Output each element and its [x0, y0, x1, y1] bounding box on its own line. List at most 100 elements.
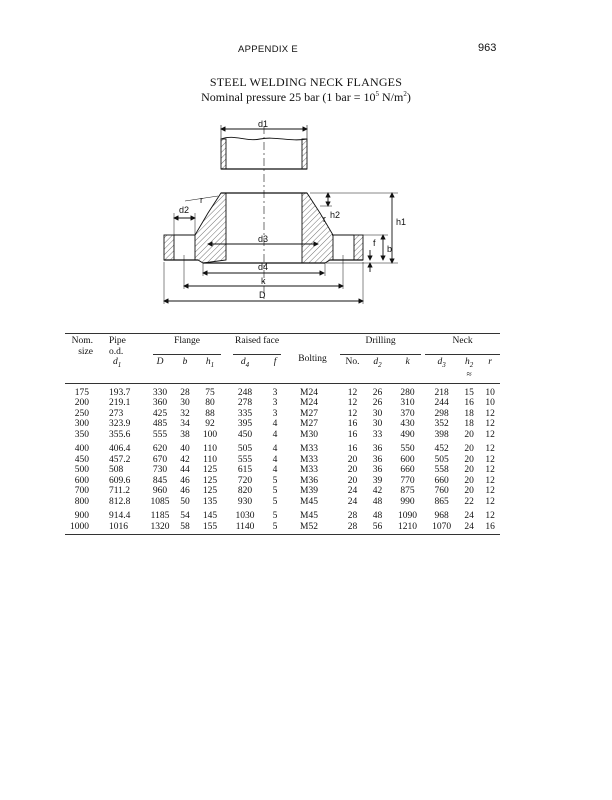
table-cell: 48: [372, 511, 383, 521]
subtitle-text: Nominal pressure 25 bar (1 bar = 10: [201, 90, 376, 104]
table-cell: 4: [272, 444, 278, 454]
table-cell: 33: [372, 429, 383, 440]
table-cell: 92: [205, 419, 215, 429]
table-cell: 12: [347, 387, 358, 398]
header-pipe-od: Pipe o.d.: [109, 336, 126, 357]
table-cell: 88: [205, 408, 215, 419]
page-subtitle: Nominal pressure 25 bar (1 bar = 105 N/m…: [0, 90, 612, 105]
table-row: 1000 1016 1320 58 155 1140 5 M52 28 56 1210 1070 24 1…: [65, 522, 500, 535]
table-cell: 4: [272, 419, 278, 429]
table-cell: 609.6: [109, 475, 131, 486]
table-cell: 812.8: [109, 496, 131, 507]
table-cell: M52: [300, 521, 318, 532]
table-row: 175 193.7 330 28 75 248 3 M24 12 26 280 218 15 10: [65, 383, 500, 398]
table-cell: 600: [74, 475, 89, 486]
header-D: D: [156, 357, 164, 367]
table-cell: 5: [272, 511, 278, 521]
label-b: b: [387, 244, 392, 254]
table-cell: 615: [237, 465, 253, 475]
table-cell: 125: [202, 475, 218, 486]
table-cell: 335: [237, 408, 253, 419]
table-cell: 12: [485, 444, 495, 454]
table-cell: 145: [202, 511, 218, 521]
header-d1: d1: [113, 357, 122, 369]
table-cell: 670: [152, 454, 168, 465]
table-cell: 30: [372, 408, 383, 419]
table-cell: 40: [180, 444, 190, 454]
table-cell: 505: [237, 444, 253, 454]
header-r: r: [488, 357, 492, 367]
table-cell: 175: [74, 387, 89, 398]
table-cell: 12: [485, 465, 495, 475]
table-cell: 4: [272, 465, 278, 475]
table-cell: 12: [485, 429, 495, 440]
table-cell: 485: [152, 419, 168, 429]
table-cell: 700: [74, 486, 89, 496]
subtitle-unit-exponent: 2: [403, 90, 407, 98]
table-cell: 555: [152, 429, 168, 440]
label-r-fillet: r: [323, 214, 326, 224]
table-cell: 32: [180, 408, 190, 419]
table-cell: 1070: [432, 521, 452, 532]
table-cell: 12: [347, 398, 358, 408]
table-cell: 80: [205, 398, 215, 408]
header-flange: Flange: [145, 334, 225, 358]
table-cell: 398: [434, 429, 449, 440]
table-cell: 110: [203, 454, 217, 465]
table-cell: 1210: [398, 521, 418, 532]
page-title: STEEL WELDING NECK FLANGES: [209, 75, 403, 89]
table-cell: 219.1: [109, 398, 131, 408]
table-cell: 56: [372, 521, 383, 532]
table-cell: 400: [74, 444, 89, 454]
table-cell: 46: [180, 486, 190, 496]
table-cell: M27: [300, 419, 318, 429]
table-cell: 54: [180, 511, 190, 521]
table-cell: 770: [400, 475, 415, 486]
table-cell: 278: [237, 398, 253, 408]
label-r-top: r: [200, 195, 203, 205]
table-cell: 12: [485, 475, 495, 486]
table-cell: 360: [152, 398, 168, 408]
table-cell: 558: [434, 465, 449, 475]
table-cell: 12: [485, 496, 495, 507]
table-cell: 1090: [398, 511, 418, 521]
table-cell: M33: [300, 454, 318, 465]
header-no: No.: [345, 357, 360, 367]
table-cell: 900: [74, 511, 89, 521]
table-cell: 36: [372, 444, 383, 454]
table-cell: 155: [202, 521, 218, 532]
table-cell: 711.2: [109, 486, 131, 496]
table-cell: 660: [400, 465, 415, 475]
table-cell: 865: [434, 496, 449, 507]
table-cell: 1185: [150, 511, 170, 521]
table-cell: 110: [203, 444, 217, 454]
header-d2: d2: [373, 357, 382, 369]
table-cell: 26: [372, 387, 383, 398]
table-cell: 12: [485, 408, 495, 419]
header-neck: Neck: [425, 334, 501, 358]
table-row: 200 219.1 360 30 80 278 3 M24 12 26 310 244 16 10: [65, 398, 500, 409]
header-h2: h2 ≈: [464, 357, 474, 381]
table-cell: 16: [347, 429, 358, 440]
table-cell: 24: [347, 496, 358, 507]
table-cell: 4: [272, 454, 278, 465]
table-cell: 990: [400, 496, 415, 507]
table-cell: 350: [74, 429, 89, 440]
table-cell: 50: [180, 496, 190, 507]
header-raised-face: Raised face: [225, 334, 285, 358]
table-cell: 457.2: [109, 454, 131, 465]
table-cell: M30: [300, 429, 318, 440]
label-d4: d4: [258, 262, 268, 272]
table-cell: 406.4: [109, 444, 131, 454]
label-D: D: [259, 290, 266, 300]
table-cell: 1016: [109, 521, 128, 532]
table-cell: 370: [400, 408, 415, 419]
table-cell: 18: [464, 408, 474, 419]
table-cell: 16: [485, 521, 495, 532]
table-cell: 330: [152, 387, 168, 398]
table-row: 500 508 730 44 125 615 4 M33 20 36 660 558 20 12: [65, 465, 500, 476]
table-cell: 280: [400, 387, 415, 398]
table-row: 700 711.2 960 46 125 820 5 M39 24 42 875 760 20 12: [65, 486, 500, 497]
table-cell: 20: [347, 465, 358, 475]
table-cell: 4: [272, 429, 278, 440]
